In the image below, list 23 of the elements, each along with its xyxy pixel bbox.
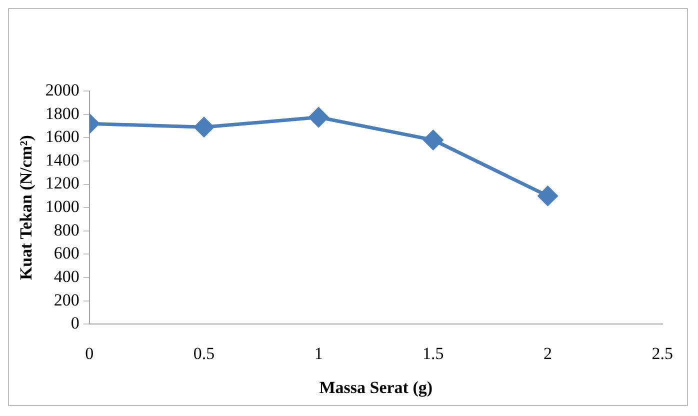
y-axis-title: Kuat Tekan (N/cm²) xyxy=(16,135,36,280)
y-tick-label: 600 xyxy=(54,244,80,263)
x-tick-label: 1.5 xyxy=(422,344,444,363)
y-tick-label: 200 xyxy=(54,290,80,310)
point xyxy=(194,117,214,137)
y-tick-label: 1400 xyxy=(45,150,80,170)
y-tick-label: 0 xyxy=(70,314,80,333)
point xyxy=(538,186,558,206)
y-tick-label: 2000 xyxy=(45,80,80,100)
y-tick-label: 1000 xyxy=(45,197,80,216)
point xyxy=(308,107,328,127)
x-tick-label: 1 xyxy=(314,344,323,363)
y-tick-label: 1200 xyxy=(45,174,80,193)
x-tick-label: 0.5 xyxy=(193,344,215,363)
x-tick-label: 2 xyxy=(544,344,552,363)
y-tick-label: 1800 xyxy=(45,104,80,123)
y-tick-label: 800 xyxy=(54,220,80,240)
x-axis-title: Massa Serat (g) xyxy=(319,378,433,398)
x-tick-label: 0 xyxy=(85,344,94,363)
y-tick-label: 1600 xyxy=(45,127,80,146)
point xyxy=(423,130,443,150)
y-tick-label: 400 xyxy=(54,267,80,286)
x-tick-label: 2.5 xyxy=(652,344,673,363)
